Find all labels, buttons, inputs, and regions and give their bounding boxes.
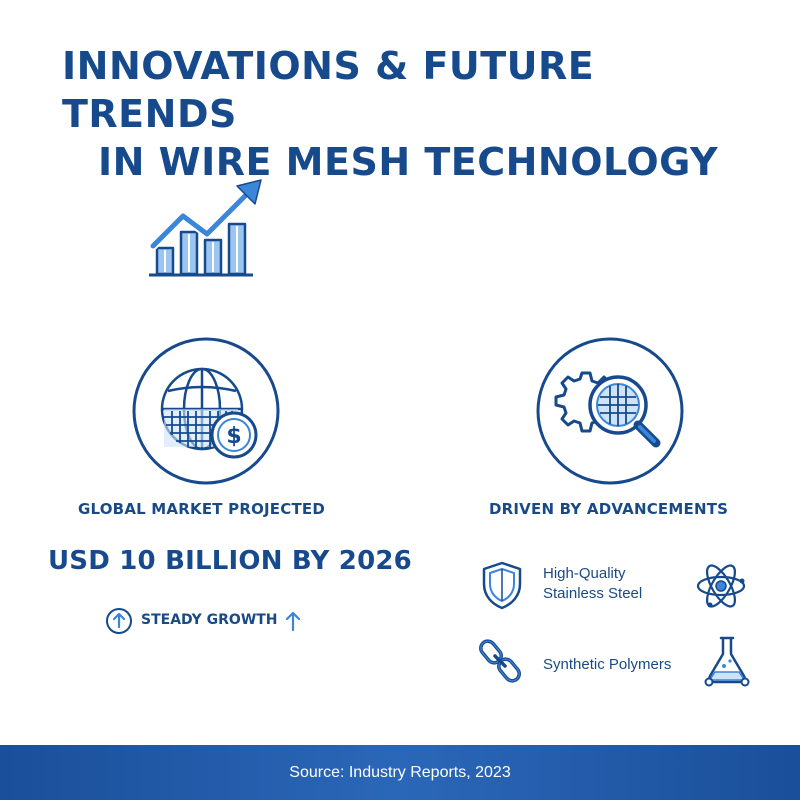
feature-synthetic-polymers: Synthetic Polymers [543,656,672,673]
chain-link-icon [479,639,521,683]
page-title: INNOVATIONS & FUTURE TRENDS IN WIRE MESH… [40,42,760,186]
feature-steel-line1: High-Quality [543,565,626,582]
market-value: USD 10 BILLION BY 2026 [48,546,412,576]
arrow-up-circle-icon [106,608,132,634]
globe-dollar-icon: $ [132,337,280,485]
feature-stainless-steel: High-Quality Stainless Steel [543,564,642,604]
atom-icon [696,564,746,608]
gear-magnifier-icon [536,337,684,485]
title-line-1: INNOVATIONS & FUTURE TRENDS [62,44,595,136]
growth-label: STEADY GROWTH [141,612,278,628]
drivers-label: DRIVEN BY ADVANCEMENTS [489,500,729,518]
market-label: GLOBAL MARKET PROJECTED [78,500,325,518]
feature-steel-line2: Stainless Steel [543,585,643,602]
shield-icon [482,561,522,610]
footer-bar: Source: Industry Reports, 2023 [0,745,800,800]
svg-text:$: $ [226,424,241,449]
flask-icon [704,636,750,687]
bar-chart-trend-up-icon [148,179,262,277]
title-line-2: IN WIRE MESH TECHNOLOGY [98,140,719,184]
source-text: Source: Industry Reports, 2023 [289,763,511,781]
arrow-up-icon [285,611,301,632]
